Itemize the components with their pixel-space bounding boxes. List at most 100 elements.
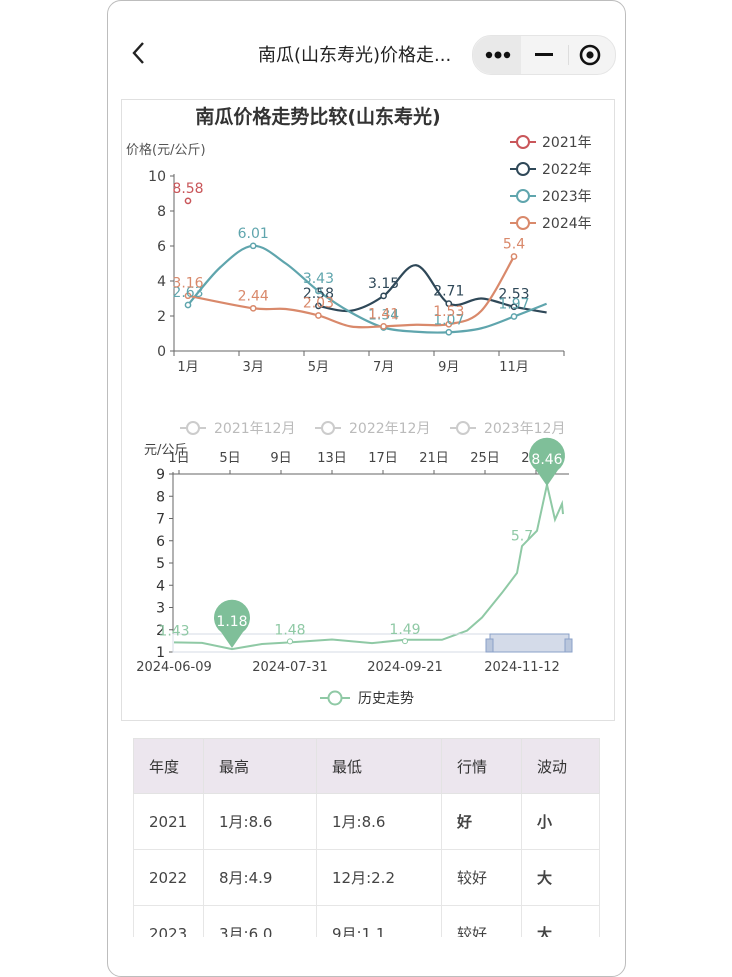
cell-min: 12月:2.2 (316, 849, 442, 906)
chart1-title: 南瓜价格走势比较(山东寿光) (195, 105, 440, 128)
min-pin-label: 1.18 (216, 614, 247, 630)
data-point (510, 303, 518, 311)
top-tick-label: 25日 (470, 451, 500, 466)
data-label: 2.53 (498, 287, 529, 303)
data-point (184, 301, 192, 309)
cell-max: 8月:4.9 (203, 849, 317, 906)
data-zoom-slider[interactable] (172, 633, 573, 653)
cell-max: 1月:8.6 (203, 793, 317, 850)
minimize-icon (535, 53, 553, 56)
minimize-button[interactable] (521, 36, 568, 74)
cell-market: 较好 (441, 849, 522, 906)
y-tick-label: 4 (156, 578, 165, 594)
monthly-comparison-chart: 南瓜价格走势比较(山东寿光) 价格(元/公斤) 2021年2022年2023年2… (126, 105, 592, 375)
data-label: 2.03 (303, 295, 334, 311)
data-point (380, 322, 387, 330)
col-max: 最高 (203, 738, 317, 794)
data-label: 1.34 (368, 308, 399, 324)
x-tick-label: 2024-06-09 (136, 660, 212, 675)
legend-label: 历史走势 (358, 691, 414, 707)
cell-year: 2021 (133, 793, 204, 850)
cell-volatility: 大 (521, 905, 600, 937)
cell-max: 3月:6.0 (203, 905, 317, 937)
x-tick-label: 2024-09-21 (367, 660, 443, 675)
x-tick-label: 7月 (373, 360, 394, 375)
chart2-legend[interactable]: 历史走势 (320, 690, 414, 707)
min-pin-marker (214, 599, 250, 648)
y-tick-label: 3 (156, 601, 165, 617)
chart2-month-legend[interactable]: 2021年12月 2022年12月 2023年12月 (180, 421, 565, 437)
mini-program-capsule (472, 35, 616, 75)
legend-marker (516, 189, 530, 203)
y-tick-label: 7 (156, 512, 165, 528)
data-point (445, 300, 453, 307)
scroll-content[interactable]: 南瓜价格走势比较(山东寿光) 价格(元/公斤) 2021年 2022年 2023年 2… (120, 97, 615, 937)
data-point (287, 638, 293, 645)
legend-marker (321, 421, 335, 435)
summary-table: 年度 最高 最低 行情 波动 2021 1月:8.6 1月:8.6 好 小 20… (133, 738, 600, 937)
data-label: 2.44 (238, 288, 269, 304)
data-label: 1.97 (498, 297, 529, 313)
table-row: 2021 1月:8.6 1月:8.6 好 小 (133, 793, 600, 850)
chart2-axes: 1234567891日5日9日13日17日21日25日29日2024-06-09… (136, 451, 569, 675)
max-pin-marker (529, 437, 565, 487)
nav-bar: 南瓜(山东寿光)价格走... (108, 1, 625, 97)
cell-min: 9月:1.1 (316, 905, 442, 937)
cell-min: 1月:8.6 (316, 793, 442, 850)
y-tick-label: 5 (156, 556, 165, 572)
cell-year: 2022 (133, 849, 204, 906)
data-label: 3.43 (303, 271, 334, 287)
data-point (510, 313, 518, 320)
legend-marker (516, 216, 530, 230)
x-tick-label: 2024-07-31 (252, 660, 328, 675)
top-tick-label: 13日 (317, 451, 347, 466)
x-tick-label: 11月 (499, 360, 529, 375)
data-label: 1.41 (368, 306, 399, 322)
back-arrow-icon[interactable] (126, 37, 150, 69)
table-row: 2022 8月:4.9 12月:2.2 较好 大 (133, 849, 600, 906)
cell-volatility: 大 (521, 849, 600, 906)
data-label: 2.63 (172, 285, 203, 301)
more-button[interactable] (473, 36, 521, 74)
legend-marker (327, 690, 343, 706)
y-tick-label: 2 (156, 623, 165, 639)
legend-label: 2023年12月 (484, 421, 565, 437)
col-volatility: 波动 (521, 738, 600, 794)
x-tick-label: 3月 (243, 360, 264, 375)
data-label: 1.53 (433, 304, 464, 320)
chart-panel: 南瓜价格走势比较(山东寿光) 价格(元/公斤) 2021年 2022年 2023年 2… (121, 99, 615, 721)
data-label: 5.4 (503, 237, 525, 253)
data-label: 1.48 (274, 622, 305, 638)
data-point (445, 320, 453, 328)
top-tick-label: 17日 (368, 451, 398, 466)
y-tick-label: 6 (156, 534, 165, 550)
data-label: 2.71 (433, 284, 464, 300)
y-tick-label: 6 (157, 239, 166, 255)
data-label: 1.43 (158, 623, 189, 639)
cell-market: 较好 (441, 905, 522, 937)
top-tick-label: 5日 (219, 451, 240, 466)
chart1-legend[interactable]: 2021年 2022年 2023年 2024年 (510, 135, 592, 232)
legend-label: 2024年 (542, 216, 592, 232)
data-label: 3.16 (172, 276, 203, 292)
legend-label: 2023年 (542, 189, 592, 205)
legend-marker (456, 421, 470, 435)
data-point (249, 242, 257, 250)
y-tick-label: 2 (157, 309, 166, 325)
chart1-ylabel: 价格(元/公斤) (126, 142, 206, 158)
capsule-divider (568, 45, 569, 65)
legend-marker (516, 135, 530, 149)
legend-label: 2021年 (542, 135, 592, 151)
data-label: 3.15 (368, 276, 399, 292)
col-min: 最低 (316, 738, 442, 794)
y-tick-label: 8 (157, 204, 166, 220)
chart2-labels: 1.43 1.48 1.49 5.7 1.18 8.46 (158, 437, 565, 648)
cell-market: 好 (441, 793, 522, 850)
max-pin-label: 8.46 (531, 452, 562, 468)
zoom-window (489, 633, 570, 653)
data-label: 1.07 (433, 312, 464, 328)
data-point (445, 328, 453, 336)
col-market: 行情 (441, 738, 522, 794)
phone-frame: 南瓜(山东寿光)价格走... 南 (107, 0, 626, 977)
close-button[interactable] (569, 36, 615, 74)
